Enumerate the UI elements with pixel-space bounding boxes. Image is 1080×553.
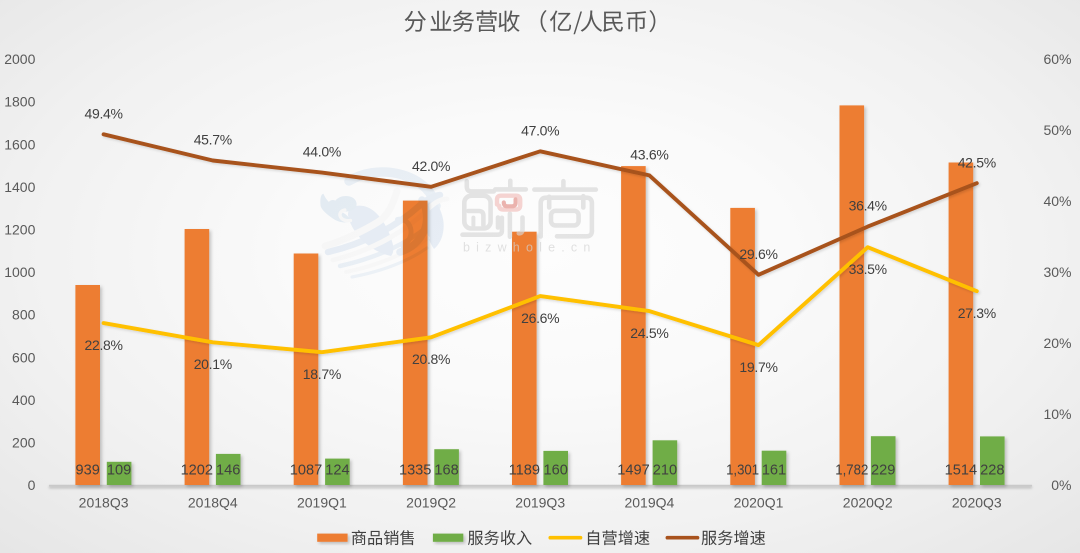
- svg-text:1514: 1514: [945, 463, 977, 479]
- svg-text:228: 228: [980, 463, 1004, 479]
- svg-text:1087: 1087: [290, 463, 322, 479]
- svg-text:33.5%: 33.5%: [849, 261, 887, 277]
- svg-text:47.0%: 47.0%: [521, 122, 559, 138]
- svg-text:124: 124: [325, 463, 349, 479]
- svg-text:1189: 1189: [509, 463, 540, 479]
- svg-text:146: 146: [216, 463, 240, 479]
- svg-text:20%: 20%: [1043, 335, 1071, 351]
- svg-text:2019Q4: 2019Q4: [624, 494, 674, 510]
- svg-text:1497: 1497: [617, 463, 649, 479]
- svg-text:60%: 60%: [1043, 51, 1071, 67]
- svg-text:49.4%: 49.4%: [84, 105, 122, 121]
- svg-text:2020Q2: 2020Q2: [843, 494, 893, 510]
- svg-text:2019Q1: 2019Q1: [297, 494, 347, 510]
- svg-text:1335: 1335: [399, 463, 431, 479]
- svg-text:19.7%: 19.7%: [739, 359, 777, 375]
- svg-text:2020Q1: 2020Q1: [734, 494, 784, 510]
- svg-text:1600: 1600: [4, 136, 35, 152]
- svg-text:160: 160: [544, 463, 568, 479]
- svg-text:50%: 50%: [1043, 122, 1071, 138]
- svg-text:22.8%: 22.8%: [84, 337, 122, 353]
- svg-text:1400: 1400: [4, 179, 35, 195]
- svg-text:1800: 1800: [4, 94, 35, 110]
- svg-text:30%: 30%: [1043, 264, 1071, 280]
- svg-text:1,782: 1,782: [835, 463, 868, 479]
- svg-text:24.5%: 24.5%: [630, 325, 668, 341]
- svg-text:0%: 0%: [1051, 477, 1071, 493]
- svg-text:800: 800: [12, 307, 36, 323]
- svg-text:168: 168: [434, 463, 458, 479]
- svg-text:29.6%: 29.6%: [739, 246, 777, 262]
- svg-text:26.6%: 26.6%: [521, 310, 559, 326]
- svg-text:42.5%: 42.5%: [958, 154, 996, 170]
- svg-text:36.4%: 36.4%: [849, 198, 887, 214]
- svg-text:1202: 1202: [181, 463, 213, 479]
- svg-text:210: 210: [653, 463, 677, 479]
- svg-text:0: 0: [28, 477, 36, 493]
- svg-text:45.7%: 45.7%: [194, 132, 232, 148]
- svg-text:18.7%: 18.7%: [303, 366, 341, 382]
- svg-text:40%: 40%: [1043, 193, 1071, 209]
- svg-text:2018Q4: 2018Q4: [188, 494, 238, 510]
- svg-text:44.0%: 44.0%: [303, 144, 341, 160]
- svg-text:400: 400: [12, 392, 36, 408]
- svg-text:bizwhole.cn: bizwhole.cn: [463, 240, 597, 254]
- svg-text:2018Q3: 2018Q3: [79, 494, 129, 510]
- svg-text:1000: 1000: [4, 264, 35, 280]
- svg-text:200: 200: [12, 435, 36, 451]
- svg-text:229: 229: [871, 463, 895, 479]
- svg-text:27.3%: 27.3%: [958, 305, 996, 321]
- svg-text:2000: 2000: [4, 51, 35, 67]
- svg-text:161: 161: [762, 463, 786, 479]
- svg-text:20.8%: 20.8%: [412, 351, 450, 367]
- svg-text:10%: 10%: [1043, 406, 1071, 422]
- svg-text:2019Q2: 2019Q2: [406, 494, 456, 510]
- svg-text:42.0%: 42.0%: [412, 158, 450, 174]
- svg-text:2019Q3: 2019Q3: [515, 494, 565, 510]
- svg-text:600: 600: [12, 349, 36, 365]
- svg-text:20.1%: 20.1%: [194, 356, 232, 372]
- svg-text:43.6%: 43.6%: [630, 147, 668, 163]
- svg-text:1200: 1200: [4, 222, 35, 238]
- svg-text:2020Q3: 2020Q3: [952, 494, 1002, 510]
- svg-text:109: 109: [107, 463, 131, 479]
- svg-text:939: 939: [76, 463, 100, 479]
- svg-text:1,301: 1,301: [726, 463, 759, 479]
